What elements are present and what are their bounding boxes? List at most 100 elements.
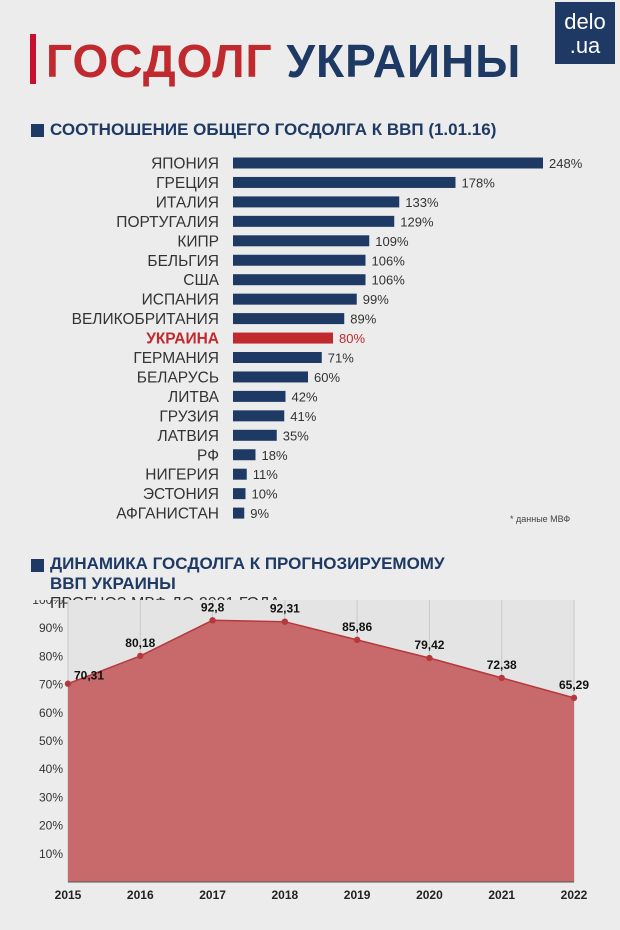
bar-category-label: КИПР xyxy=(177,233,219,250)
y-tick-label: 20% xyxy=(39,819,63,833)
x-tick-label: 2019 xyxy=(344,888,371,902)
area-series xyxy=(68,620,574,882)
title-accent-bar xyxy=(30,34,36,84)
y-tick-label: 40% xyxy=(39,762,63,776)
x-tick-label: 2018 xyxy=(272,888,299,902)
bar-value-label: 42% xyxy=(292,389,318,404)
data-value-label: 65,29 xyxy=(559,678,589,692)
bar-category-label: НИГЕРИЯ xyxy=(145,467,219,484)
bar xyxy=(233,468,247,480)
data-point xyxy=(137,652,144,660)
bar-category-label: БЕЛЬГИЯ xyxy=(147,253,219,270)
bar xyxy=(233,332,333,344)
x-tick-label: 2016 xyxy=(127,888,154,902)
bar-category-label: ЭСТОНИЯ xyxy=(143,486,219,503)
bar-category-label: ЛИТВА xyxy=(168,389,220,406)
bar xyxy=(233,157,543,169)
bar-value-label: 248% xyxy=(549,156,583,171)
title-word-gosdolg: ГОСДОЛГ xyxy=(46,35,273,87)
bar xyxy=(233,352,322,363)
y-tick-label: 90% xyxy=(39,621,63,635)
bar-value-label: 60% xyxy=(314,370,340,385)
data-value-label: 79,42 xyxy=(414,638,444,652)
page-title: ГОСДОЛГ УКРАИНЫ xyxy=(46,36,521,86)
bar xyxy=(233,488,246,500)
bar-category-label: ИТАЛИЯ xyxy=(156,194,219,211)
bar-value-label: 35% xyxy=(283,428,309,443)
y-tick-label: 30% xyxy=(39,790,63,804)
bar xyxy=(233,449,256,461)
y-tick-label: 70% xyxy=(39,678,63,692)
bar xyxy=(233,507,245,519)
data-point xyxy=(64,680,72,687)
section1-title: СООТНОШЕНИЕ ОБЩЕГО ГОСДОЛГА К ВВП (1.01.… xyxy=(50,120,497,139)
bar-category-label: ЛАТВИЯ xyxy=(158,428,219,445)
bar-value-label: 106% xyxy=(372,273,406,288)
section1-bullet xyxy=(31,124,44,137)
section2-bullet xyxy=(31,559,44,572)
data-value-label: 92,8 xyxy=(201,600,225,614)
bar-category-label: ПОРТУГАЛИЯ xyxy=(116,214,219,231)
bar xyxy=(233,313,345,325)
bar xyxy=(233,410,285,422)
section2-title-line2: ВВП УКРАИНЫ xyxy=(50,574,176,593)
bar-value-label: 129% xyxy=(400,214,434,229)
data-point xyxy=(570,694,578,702)
debt-to-gdp-bar-chart: ЯПОНИЯ 248% ГРЕЦИЯ 178% ИТАЛИЯ 133% ПОРТУГАЛИЯ… xyxy=(72,156,583,521)
bar-value-label: 109% xyxy=(375,234,409,249)
logo-line-2: .ua xyxy=(569,33,601,58)
data-point xyxy=(426,654,433,662)
bar-value-label: 89% xyxy=(350,312,376,327)
title-word-ukrainy: УКРАИНЫ xyxy=(286,35,522,87)
data-value-label: 80,18 xyxy=(125,636,155,650)
debt-dynamics-area-chart: 10% 20% 30% 40% 50% 60% 70% 80% 90% 100% 70,31 2015… xyxy=(32,600,589,902)
bar xyxy=(233,371,308,383)
x-tick-label: 2020 xyxy=(416,888,443,902)
bar xyxy=(233,390,286,402)
x-tick-label: 2021 xyxy=(488,888,515,902)
bar-category-label: ГРЕЦИЯ xyxy=(156,175,219,192)
data-value-label: 92,31 xyxy=(270,602,300,616)
bar-value-label: 9% xyxy=(250,506,269,520)
bar-category-label: УКРАИНА xyxy=(146,331,219,348)
bar-value-label: 99% xyxy=(363,292,389,307)
bar-category-label: ЯПОНИЯ xyxy=(151,156,219,173)
imf-data-note: * данные МВФ xyxy=(510,514,571,524)
bar-category-label: ГЕРМАНИЯ xyxy=(133,350,219,367)
y-tick-label: 10% xyxy=(39,847,63,861)
bar-value-label: 11% xyxy=(253,467,278,482)
data-point xyxy=(281,618,289,625)
bar-value-label: 10% xyxy=(252,487,278,502)
bar xyxy=(233,429,277,441)
x-tick-label: 2015 xyxy=(55,888,82,902)
bar-category-label: БЕЛАРУСЬ xyxy=(137,369,219,386)
bar-value-label: 178% xyxy=(462,175,496,190)
bar xyxy=(233,254,366,266)
section2-title-line1: ДИНАМИКА ГОСДОЛГА К ПРОГНОЗИРУЕМОМУ xyxy=(50,554,445,573)
y-tick-label: 100% xyxy=(32,600,63,607)
bar-category-label: ГРУЗИЯ xyxy=(159,408,219,425)
data-value-label: 72,38 xyxy=(487,658,517,672)
bar-value-label: 71% xyxy=(328,351,354,366)
bar xyxy=(233,196,400,208)
data-point xyxy=(498,674,505,682)
data-value-label: 70,31 xyxy=(74,669,104,683)
bar-category-label: ВЕЛИКОБРИТАНИЯ xyxy=(72,311,219,328)
y-tick-label: 80% xyxy=(39,649,63,663)
data-value-label: 85,86 xyxy=(342,620,372,634)
bar-category-label: РФ xyxy=(197,447,219,464)
bar-value-label: 80% xyxy=(339,331,365,346)
bar-value-label: 18% xyxy=(262,448,288,463)
y-tick-label: 50% xyxy=(39,734,63,748)
bar-category-label: ИСПАНИЯ xyxy=(142,292,219,309)
bar xyxy=(233,235,370,247)
delo-ua-logo[interactable]: delo .ua xyxy=(555,2,615,64)
x-tick-label: 2022 xyxy=(561,888,588,902)
bar xyxy=(233,293,357,305)
data-point xyxy=(353,636,361,644)
bar xyxy=(233,176,456,188)
area-line xyxy=(67,619,575,699)
bar-value-label: 106% xyxy=(372,253,406,268)
y-tick-label: 60% xyxy=(39,706,63,720)
